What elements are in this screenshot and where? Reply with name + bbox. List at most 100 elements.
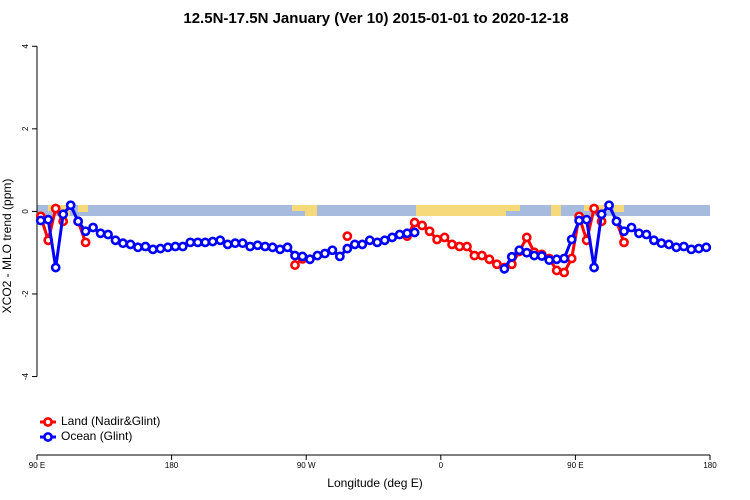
data-point	[73, 216, 84, 227]
data-point	[402, 228, 413, 239]
x-tick-label: 0	[439, 461, 444, 470]
data-point	[50, 203, 61, 214]
data-point	[589, 262, 599, 273]
land-patch	[584, 205, 590, 211]
data-point	[364, 235, 375, 246]
data-point	[342, 243, 353, 254]
data-point	[536, 251, 547, 261]
data-point	[663, 239, 674, 250]
data-point	[589, 203, 599, 214]
data-point	[566, 234, 577, 245]
land-patch	[506, 205, 520, 211]
data-point	[551, 254, 562, 265]
data-point	[432, 234, 442, 245]
legend-label: Ocean (Glint)	[61, 429, 132, 443]
data-point	[701, 242, 712, 253]
legend-marker	[43, 432, 53, 442]
data-point	[409, 217, 420, 228]
data-point	[521, 232, 532, 243]
data-point	[409, 227, 420, 238]
data-point	[185, 237, 196, 248]
data-point	[671, 242, 682, 253]
data-point	[649, 235, 659, 246]
data-point	[162, 242, 173, 253]
data-point	[58, 209, 69, 220]
data-point	[334, 251, 345, 262]
data-point	[290, 260, 300, 270]
land-patch	[416, 205, 506, 216]
data-point	[656, 238, 667, 249]
y-tick-label: 2	[21, 126, 30, 131]
data-point	[417, 220, 428, 231]
data-point	[267, 242, 278, 253]
data-point	[110, 235, 121, 246]
data-point	[394, 229, 405, 240]
data-point	[499, 263, 510, 274]
data-point	[447, 239, 457, 250]
x-tick-label: 90 E	[29, 461, 45, 470]
data-point	[305, 254, 315, 265]
data-point	[43, 214, 54, 225]
data-point	[611, 216, 622, 227]
data-point	[357, 239, 368, 250]
data-point	[327, 245, 338, 256]
data-point	[125, 239, 136, 250]
data-point	[50, 262, 61, 273]
legend-marker	[43, 417, 53, 427]
data-point	[35, 215, 46, 226]
data-point	[192, 237, 203, 248]
data-point	[581, 214, 592, 225]
data-point	[439, 232, 450, 243]
legend-label: Land (Nadir&Glint)	[61, 414, 160, 428]
data-point	[506, 251, 517, 262]
data-point	[297, 251, 308, 262]
data-point	[469, 250, 480, 261]
data-point	[260, 241, 270, 252]
data-point	[379, 235, 390, 246]
data-point	[619, 226, 629, 237]
data-point	[686, 244, 697, 255]
data-point	[140, 241, 151, 252]
data-point	[349, 239, 360, 250]
data-point	[454, 241, 465, 252]
data-point	[619, 237, 629, 248]
x-tick-label: 90 W	[297, 461, 316, 470]
data-point	[678, 241, 689, 252]
data-point	[424, 226, 435, 237]
data-point	[103, 229, 113, 240]
data-point	[290, 250, 300, 261]
data-point	[200, 237, 211, 248]
data-point	[177, 241, 188, 252]
data-point	[559, 267, 570, 278]
data-point	[634, 228, 644, 239]
data-point	[207, 236, 218, 247]
data-point	[312, 250, 323, 261]
data-point	[222, 239, 233, 250]
data-point	[372, 237, 383, 248]
data-point	[604, 200, 614, 211]
data-point	[626, 222, 637, 233]
data-point	[559, 253, 570, 264]
data-point	[521, 247, 532, 258]
x-axis-label: Longitude (deg E)	[327, 476, 422, 490]
data-point	[215, 235, 226, 246]
data-point	[65, 200, 76, 211]
x-tick-label: 180	[165, 461, 179, 470]
data-point	[237, 238, 248, 249]
data-point	[282, 242, 293, 253]
y-tick-label: -2	[21, 290, 30, 298]
data-point	[133, 242, 143, 253]
data-point	[148, 244, 158, 255]
data-point	[544, 255, 555, 266]
data-point	[641, 229, 652, 240]
legend: Land (Nadir&Glint) Ocean (Glint)	[40, 414, 160, 443]
land-patch	[292, 205, 316, 211]
data-point	[95, 228, 106, 239]
land-patch	[78, 205, 88, 212]
y-tick-label: 4	[21, 43, 30, 48]
data-point	[566, 253, 577, 264]
data-point	[80, 226, 91, 237]
data-point	[88, 222, 98, 233]
data-point	[170, 241, 181, 252]
